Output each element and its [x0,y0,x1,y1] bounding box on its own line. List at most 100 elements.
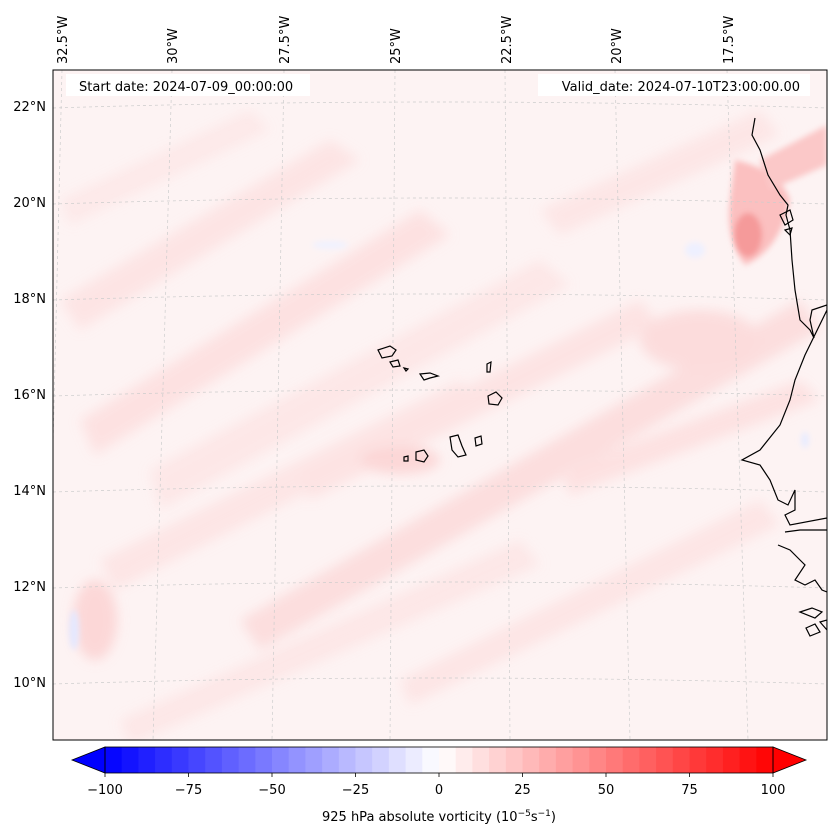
colorbar-segment [522,747,540,773]
lat-label: 14°N [13,484,46,499]
lon-label: 25°W [389,28,404,64]
vorticity-band [560,380,820,495]
lat-label: 10°N [13,676,46,691]
colorbar-segments [105,747,774,773]
colorbar-segment [622,747,640,773]
island-sao-nicolau [418,372,441,381]
colorbar-label-exp2: −1 [538,809,551,819]
colorbar-segment [272,747,290,773]
lon-gridline [271,70,285,740]
colorbar-segment [589,747,607,773]
guinea-bissau-coast [777,544,827,593]
colorbar-segment [689,747,707,773]
vorticity-band [540,110,780,235]
lat-gridline [53,581,827,589]
colorbar-segment [422,747,440,773]
colorbar-segment [305,747,323,773]
colorbar-label-exp1: −5 [518,809,531,819]
colorbar-segment [238,747,256,773]
colorbar-segment [505,747,523,773]
lon-gridline [389,70,396,740]
coastlines [740,117,827,637]
colorbar-segment [739,747,757,773]
vorticity-contours [60,110,820,740]
colorbar-extend-min [70,746,106,774]
colorbar-segment [338,747,356,773]
lat-gridline [53,101,827,109]
colorbar-tick-label: −75 [175,783,202,798]
colorbar-label-mid: s [531,810,538,825]
colorbar-segment [121,747,139,773]
lat-gridline [53,389,827,397]
colorbar-segment [388,747,407,773]
colorbar: −100 −75 −50 −25 0 25 50 75 100 925 hPa … [70,746,808,825]
lat-label: 22°N [13,100,46,115]
colorbar-tick-label: −50 [258,783,285,798]
vorticity-band [60,140,360,330]
vorticity-band [60,110,270,225]
colorbar-segment [706,747,724,773]
colorbar-segment [639,747,657,773]
island-boa-vista [487,391,503,406]
lat-gridline [53,197,827,205]
colorbar-segment [672,747,690,773]
lon-label: 22.5°W [500,16,515,64]
banc-arguin-islands [779,209,794,237]
colorbar-segment [188,747,206,773]
lon-label: 17.5°W [722,16,737,64]
vorticity-patch [360,446,440,474]
vorticity-band [120,540,540,740]
lon-gridline [152,70,173,740]
gridlines [53,70,827,740]
colorbar-extend-max [772,746,808,774]
colorbar-segment [322,747,340,773]
vorticity-band [80,210,450,455]
colorbar-label-suffix: ) [551,810,556,825]
colorbar-tick-label: 0 [435,783,443,798]
lon-label: 27.5°W [278,16,293,64]
lat-gridline [53,677,827,685]
lat-label: 18°N [13,292,46,307]
colorbar-segment [539,747,557,773]
vorticity-maximum-core [734,213,762,257]
colorbar-segment [606,747,624,773]
colorbar-segment [155,747,173,773]
colorbar-segment [756,747,774,773]
colorbar-segment [656,747,674,773]
vorticity-patch [640,310,760,370]
colorbar-tick-label: 25 [514,783,531,798]
island-sao-vicente [389,359,401,368]
colorbar-segment [455,747,473,773]
valid-date-label: Valid_date: 2024-07-10T23:00:00.00 [562,80,800,95]
negative-patch [801,432,809,448]
island-santa-luzia [402,367,410,372]
lon-gridline [614,70,631,740]
lat-label: 16°N [13,388,46,403]
negative-vorticity-patches [69,241,809,650]
island-maio [474,435,483,447]
colorbar-segment [722,747,741,773]
colorbar-segment [171,747,189,773]
african-coastline [751,117,827,339]
colorbar-tick-label: 50 [598,783,615,798]
lon-gridline [504,70,511,740]
vorticity-band [240,300,820,650]
island-santo-antao [377,345,397,359]
colorbar-segment [405,747,423,773]
map-frame [52,69,828,741]
vorticity-maximum-streak [760,125,827,190]
start-date-label: Start date: 2024-07-09_00:00:00 [79,80,293,95]
colorbar-segment [572,747,590,773]
vorticity-patch [73,580,117,660]
island-brava [403,455,409,462]
colorbar-segment [105,747,123,773]
lon-gridline [726,70,749,740]
colorbar-tick-label: −100 [87,783,123,798]
colorbar-ticks: −100 −75 −50 −25 0 25 50 75 100 [87,783,785,798]
lon-label: 20°W [610,28,625,64]
colorbar-segment [372,747,390,773]
colorbar-tick-label: 75 [681,783,698,798]
lat-gridline [53,293,827,301]
colorbar-segment [472,747,490,773]
